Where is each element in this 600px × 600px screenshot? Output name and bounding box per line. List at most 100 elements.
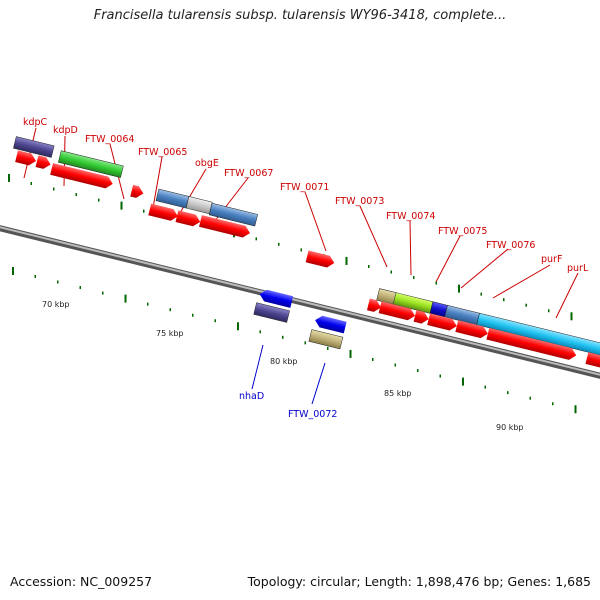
gene-block-purple-left xyxy=(13,136,55,158)
cds-arrow-FTW_0065 xyxy=(148,203,178,221)
cds-arrow-reverse-FTW_0072 xyxy=(315,315,347,334)
cds-arrow-FTW_0071 xyxy=(305,250,335,268)
minor-tick xyxy=(435,281,437,285)
minor-tick xyxy=(53,187,55,191)
minor-tick xyxy=(255,237,257,241)
minor-tick xyxy=(439,374,441,378)
gene-features xyxy=(13,136,600,369)
minor-tick xyxy=(525,303,527,307)
connector-purF xyxy=(492,264,551,299)
gene-label-FTW_0067: FTW_0067 xyxy=(224,168,273,179)
minor-tick xyxy=(147,302,149,306)
gene-label-FTW_0074: FTW_0074 xyxy=(386,211,435,222)
gene-block-FTW_0065 xyxy=(155,188,190,209)
major-tick xyxy=(462,377,464,386)
cds-arrow-FTW_0075 xyxy=(427,313,457,331)
connector-FTW_0072 xyxy=(311,362,326,405)
gene-label-purL: purL xyxy=(567,263,589,274)
gene-block-obgE xyxy=(185,196,213,215)
major-tick xyxy=(12,266,14,275)
connector-FTW_0073 xyxy=(359,205,388,268)
cds-arrow-3 xyxy=(366,298,382,312)
connector-FTW_0076 xyxy=(460,248,509,289)
scale-ticks xyxy=(8,173,577,414)
minor-tick xyxy=(372,357,374,361)
gene-label-FTW_0071: FTW_0071 xyxy=(280,182,329,193)
connector-FTW_0075 xyxy=(435,235,461,283)
connector-kdpC xyxy=(23,127,37,179)
gene-label-obgE: obgE xyxy=(195,158,219,169)
major-tick xyxy=(237,322,239,331)
cds-arrow-purL xyxy=(486,327,577,360)
minor-tick xyxy=(75,193,77,197)
major-tick xyxy=(570,312,573,321)
minor-tick xyxy=(57,280,59,284)
scale-label-90: 90 kbp xyxy=(496,423,524,432)
minor-tick xyxy=(278,242,280,246)
minor-tick xyxy=(259,330,261,334)
minor-tick xyxy=(79,286,81,290)
minor-tick xyxy=(548,309,550,313)
minor-tick xyxy=(503,298,505,302)
topology-text: Topology: circular; Length: 1,898,476 bp… xyxy=(247,574,591,589)
minor-tick xyxy=(300,248,302,252)
scale-label-70: 70 kbp xyxy=(42,300,70,309)
minor-tick xyxy=(282,335,284,339)
gene-label-FTW_0076: FTW_0076 xyxy=(486,240,535,251)
cds-arrow-1 xyxy=(15,150,37,166)
minor-tick xyxy=(413,276,415,280)
gene-label-purF: purF xyxy=(541,254,562,265)
cds-arrow-FTW_0074 xyxy=(413,310,429,324)
accession-text: Accession: NC_009257 xyxy=(10,574,153,589)
connector-FTW_0065 xyxy=(152,156,163,209)
major-tick xyxy=(349,349,352,358)
minor-tick xyxy=(327,346,329,350)
minor-tick xyxy=(529,396,531,400)
reverse-label-connectors xyxy=(251,344,326,405)
scale-label-75: 75 kbp xyxy=(156,329,184,338)
cds-arrow-obgE xyxy=(175,210,201,227)
cds-arrow-FTW_0067 xyxy=(199,215,250,238)
cds-arrow-reverse-nhaD xyxy=(259,289,294,308)
cds-arrow-FTW_0076 xyxy=(455,320,488,339)
major-tick xyxy=(124,294,127,303)
major-tick xyxy=(8,173,10,182)
minor-tick xyxy=(192,313,194,317)
gene-label-FTW_0064: FTW_0064 xyxy=(85,134,134,145)
gene-block-nhaD xyxy=(253,302,290,323)
minor-tick xyxy=(34,274,36,278)
gene-block-FTW_0067 xyxy=(208,202,258,227)
gene-label-kdpD: kdpD xyxy=(53,125,78,136)
major-tick xyxy=(120,201,123,210)
gene-label-FTW_0073: FTW_0073 xyxy=(335,196,384,207)
major-tick xyxy=(458,284,460,293)
gene-block-kdpD xyxy=(58,150,124,178)
minor-tick xyxy=(394,363,396,367)
minor-tick xyxy=(30,182,32,185)
major-tick xyxy=(574,405,577,414)
genome-backbone-highlight xyxy=(0,226,600,376)
connector-nhaD xyxy=(251,344,264,390)
minor-tick xyxy=(169,308,171,312)
gene-label-FTW_0072: FTW_0072 xyxy=(288,409,337,420)
minor-tick xyxy=(484,385,486,389)
cds-arrow-FTW_0064 xyxy=(130,184,144,198)
major-tick xyxy=(345,256,348,265)
label-connectors xyxy=(23,127,579,319)
connector-purL xyxy=(555,272,579,319)
minor-tick xyxy=(552,402,554,406)
connector-FTW_0074 xyxy=(409,220,412,276)
minor-tick xyxy=(143,209,145,213)
gene-label-kdpC: kdpC xyxy=(23,117,48,128)
minor-tick xyxy=(507,391,509,395)
gene-label-FTW_0075: FTW_0075 xyxy=(438,226,487,237)
minor-tick xyxy=(390,270,392,274)
gene-label-FTW_0065: FTW_0065 xyxy=(138,147,187,158)
scale-label-85: 85 kbp xyxy=(384,389,412,398)
cds-arrow-edge xyxy=(585,352,600,369)
connector-FTW_0071 xyxy=(304,191,327,252)
minor-tick xyxy=(102,291,104,295)
minor-tick xyxy=(98,198,100,202)
cds-arrow-2 xyxy=(35,155,51,169)
